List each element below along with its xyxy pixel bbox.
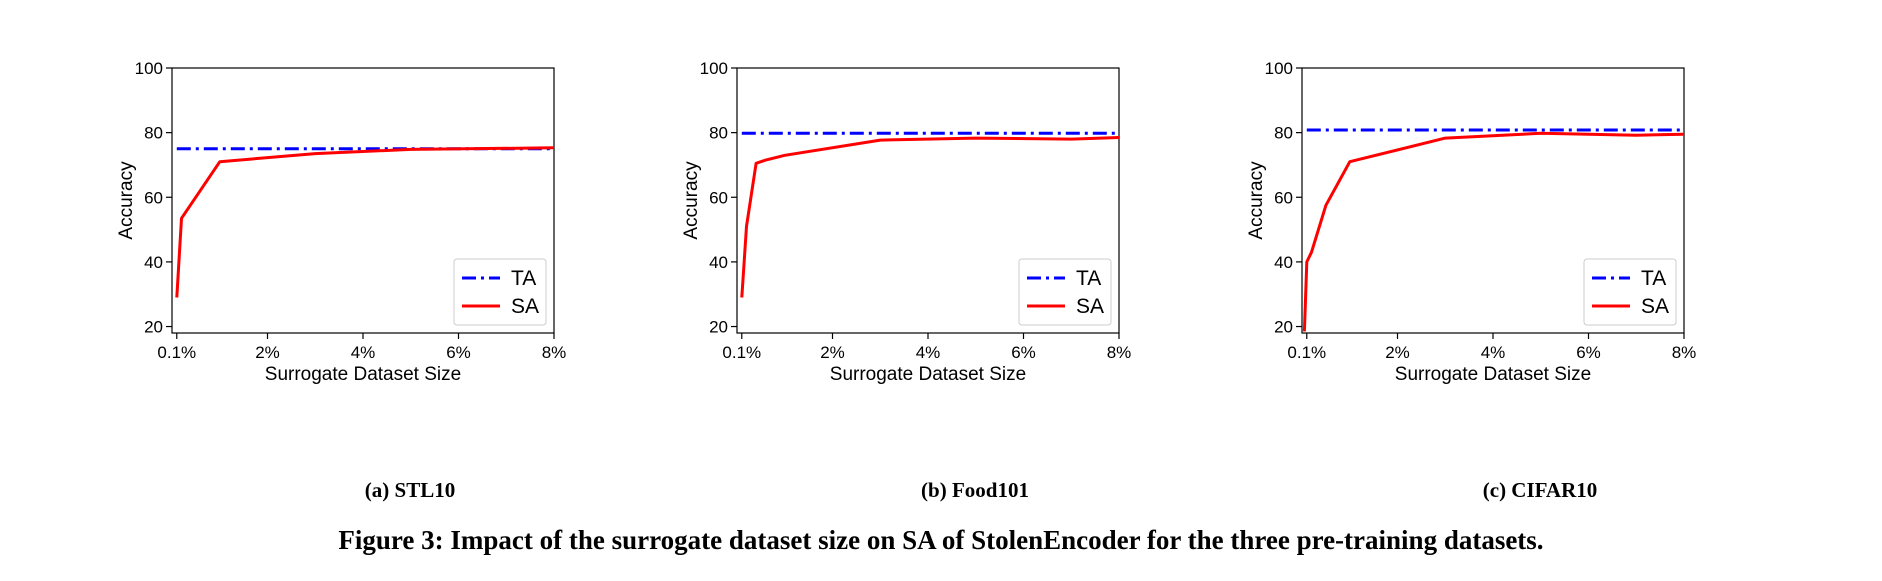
y-tick-label: 20 bbox=[709, 318, 728, 337]
x-axis-label: Surrogate Dataset Size bbox=[265, 364, 461, 385]
legend-box bbox=[1583, 258, 1677, 326]
y-tick-label: 100 bbox=[700, 59, 728, 78]
chart-panel-stl10: 20 40 60 80 100 0.1% 2% 4% 6% 8% Surrogate Dataset… bbox=[100, 0, 720, 502]
x-tick-label: 8% bbox=[1107, 343, 1132, 362]
legend-label-ta: TA bbox=[1641, 267, 1666, 290]
chart-panel-food101: 20 40 60 80 100 0.1% 2% 4% 6% 8% Surrogate Dataset… bbox=[665, 0, 1285, 502]
x-tick-label: 8% bbox=[1672, 343, 1697, 362]
x-axis-label: Surrogate Dataset Size bbox=[830, 364, 1026, 385]
chart-svg-stl10: 20 40 60 80 100 0.1% 2% 4% 6% 8% Surrogate Dataset… bbox=[116, 59, 567, 385]
x-tick-label: 0.1% bbox=[722, 343, 761, 362]
x-tick-label: 6% bbox=[1576, 343, 1601, 362]
y-axis-label: Accuracy bbox=[1246, 161, 1267, 240]
x-tick-label: 4% bbox=[916, 343, 941, 362]
legend-label-sa: SA bbox=[511, 295, 539, 318]
y-tick-label: 40 bbox=[144, 253, 163, 272]
y-tick-label: 100 bbox=[135, 59, 163, 78]
x-tick-label: 0.1% bbox=[157, 343, 196, 362]
y-tick-label: 80 bbox=[144, 124, 163, 143]
x-tick-label: 2% bbox=[820, 343, 845, 362]
legend-label-sa: SA bbox=[1076, 295, 1104, 318]
y-tick-label: 60 bbox=[709, 188, 728, 207]
legend-box bbox=[1018, 258, 1112, 326]
y-tick-label: 20 bbox=[144, 318, 163, 337]
series-line-sa bbox=[740, 136, 1120, 298]
y-tick-label: 40 bbox=[709, 253, 728, 272]
y-tick-label: 40 bbox=[1274, 253, 1293, 272]
x-tick-label: 8% bbox=[542, 343, 567, 362]
legend-label-ta: TA bbox=[1076, 267, 1101, 290]
y-tick-label: 20 bbox=[1274, 318, 1293, 337]
x-tick-label: 4% bbox=[1481, 343, 1506, 362]
chart-panel-cifar10: 20 40 60 80 100 0.1% 2% 4% 6% 8% Surrogate Dataset… bbox=[1230, 0, 1850, 502]
y-axis-label: Accuracy bbox=[681, 161, 702, 240]
legend-label-sa: SA bbox=[1641, 295, 1669, 318]
subcaption-food101: (b) Food101 bbox=[921, 478, 1029, 502]
y-tick-label: 60 bbox=[144, 188, 163, 207]
x-tick-label: 2% bbox=[255, 343, 280, 362]
legend-label-ta: TA bbox=[511, 267, 536, 290]
chart-svg-cifar10: 20 40 60 80 100 0.1% 2% 4% 6% 8% Surrogate Dataset… bbox=[1246, 59, 1697, 385]
x-tick-label: 0.1% bbox=[1287, 343, 1326, 362]
y-tick-label: 80 bbox=[709, 124, 728, 143]
figure-caption: Figure 3: Impact of the surrogate datase… bbox=[338, 525, 1544, 555]
chart-svg-food101: 20 40 60 80 100 0.1% 2% 4% 6% 8% Surrogate Dataset… bbox=[681, 59, 1132, 385]
subcaption-stl10: (a) STL10 bbox=[364, 478, 456, 502]
x-tick-label: 4% bbox=[351, 343, 376, 362]
legend-box bbox=[453, 258, 547, 326]
x-tick-label: 2% bbox=[1385, 343, 1410, 362]
subcaption-cifar10: (c) CIFAR10 bbox=[1482, 478, 1598, 502]
x-tick-label: 6% bbox=[1011, 343, 1036, 362]
series-line-sa bbox=[175, 146, 555, 298]
x-tick-label: 6% bbox=[446, 343, 471, 362]
y-tick-label: 60 bbox=[1274, 188, 1293, 207]
y-tick-label: 80 bbox=[1274, 124, 1293, 143]
series-line-sa bbox=[1302, 131, 1685, 332]
y-axis-label: Accuracy bbox=[116, 161, 137, 240]
y-tick-label: 100 bbox=[1265, 59, 1293, 78]
x-axis-label: Surrogate Dataset Size bbox=[1395, 364, 1591, 385]
